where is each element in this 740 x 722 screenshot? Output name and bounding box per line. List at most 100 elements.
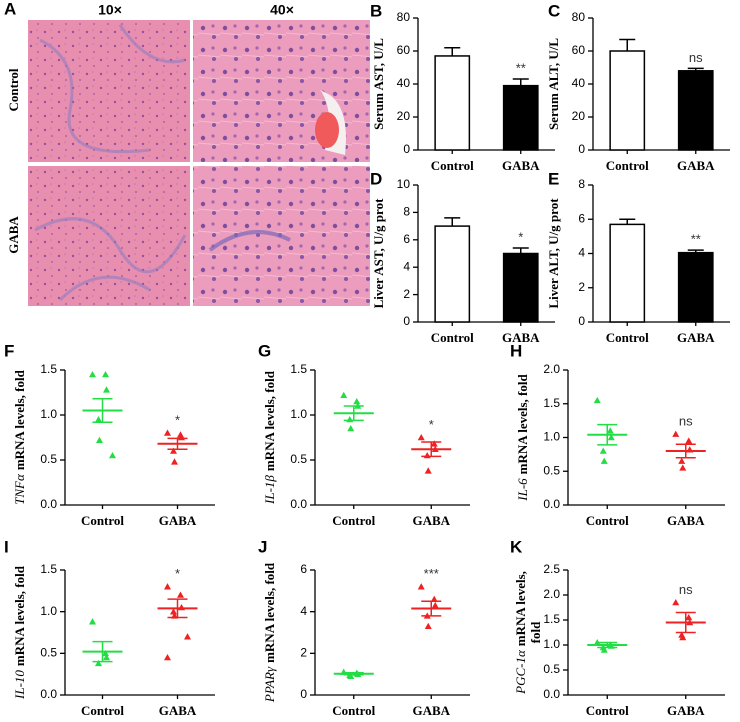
x-tick-label: GABA (667, 703, 705, 718)
x-tick-label: Control (586, 513, 629, 528)
data-point (164, 429, 171, 436)
y-axis-label: Serum AST, U/L (371, 38, 386, 130)
x-tick-label: GABA (159, 703, 197, 718)
data-point (599, 447, 607, 454)
y-tick-label: 0 (578, 142, 585, 156)
x-tick-label: GABA (677, 330, 715, 345)
y-tick-label: 1.0 (40, 604, 57, 618)
data-point (346, 416, 354, 423)
data-point (164, 583, 171, 590)
panel-label: G (258, 341, 271, 360)
y-tick-label: 60 (397, 43, 411, 57)
y-tick-label: 6 (578, 211, 585, 225)
y-tick-label: 80 (397, 10, 411, 24)
x-tick-label: GABA (412, 703, 450, 718)
panel-label: I (4, 537, 9, 556)
data-point (417, 583, 425, 590)
panel-label: J (258, 537, 267, 556)
x-tick-label: GABA (412, 513, 450, 528)
y-tick-label: 1.0 (290, 407, 307, 421)
x-tick-label: GABA (667, 513, 705, 528)
data-point (672, 430, 680, 437)
bar (502, 252, 539, 323)
data-point (102, 649, 109, 657)
y-tick-label: 0 (578, 314, 585, 328)
gene-name: PPARγ (262, 666, 277, 703)
y-tick-label: 0.5 (543, 662, 560, 676)
y-tick-label: 4 (578, 246, 585, 260)
panel-label: A (4, 0, 16, 18)
data-point (178, 604, 185, 611)
histology-image (28, 20, 190, 162)
y-tick-label: 2 (300, 646, 307, 660)
y-tick-label: 0.0 (40, 687, 57, 701)
y-tick-label: 0.5 (40, 646, 57, 660)
y-tick-label: 40 (397, 76, 411, 90)
significance: ns (679, 582, 693, 597)
significance: ns (679, 414, 693, 429)
bar (677, 70, 714, 151)
data-point (593, 396, 601, 404)
data-point (431, 601, 439, 609)
panel-label: B (370, 1, 382, 20)
x-tick-label: Control (81, 703, 124, 718)
y-axis-label: IL-1β mRNA levels, fold (262, 370, 277, 505)
gene-name: IL-10 (12, 670, 27, 700)
y-tick-label: 1.5 (40, 362, 57, 376)
significance: ** (516, 60, 526, 75)
y-tick-label: 0.5 (290, 452, 307, 466)
y-tick-label: 20 (572, 109, 586, 123)
panel-label: F (4, 341, 14, 360)
panel-label: E (548, 169, 559, 188)
data-point (170, 608, 177, 615)
y-axis-label-text: mRNA levels, fold (515, 374, 530, 475)
gene-name: IL-6 (515, 478, 530, 502)
y-tick-label: 2.0 (543, 587, 560, 601)
data-point (672, 599, 680, 606)
y-tick-label: 0.5 (543, 463, 560, 477)
y-axis-label: Liver ALT, U/g prot (546, 198, 561, 309)
data-point (600, 457, 608, 464)
panel-a: A 10× 40× Control GABA (4, 0, 370, 306)
chart-panel: G 0.0 0.5 1.0 1.5 Control GABA IL-1β mRNA levels… (258, 341, 470, 528)
y-axis-label: Liver AST, U/g prot (371, 198, 386, 308)
data-point (103, 386, 110, 393)
y-tick-label: 1.0 (40, 407, 57, 421)
chart-panel: J 0 2 4 6 Control GABA PPARγ mRNA levels, fold **… (258, 537, 470, 718)
data-point (424, 622, 432, 630)
data-point (347, 425, 355, 432)
y-tick-label: 0.0 (290, 497, 307, 511)
bar (609, 50, 646, 151)
data-point (423, 452, 431, 459)
data-point (164, 654, 171, 661)
bar (434, 55, 471, 151)
panel-label: D (370, 169, 382, 188)
data-point (102, 371, 109, 378)
y-tick-label: 80 (572, 10, 586, 24)
y-tick-label: 4 (403, 259, 410, 273)
row-label: GABA (6, 216, 21, 254)
data-point (184, 633, 191, 640)
y-tick-label: 2.0 (543, 362, 560, 376)
column-label: 40× (270, 2, 294, 18)
y-tick-label: 6 (403, 232, 410, 246)
bar (609, 223, 646, 323)
chart-panel: E 0 2 4 6 8 Control GABA Liver ALT, U/g prot ** (546, 169, 730, 345)
gene-name: IL-1β (262, 475, 277, 505)
y-axis-label-text: mRNA levels, (513, 571, 528, 646)
data-point (679, 464, 687, 471)
y-tick-label: 60 (572, 43, 586, 57)
data-point (417, 434, 425, 441)
y-tick-label: 4 (300, 604, 307, 618)
y-tick-label: 8 (403, 205, 410, 219)
x-tick-label: GABA (502, 330, 540, 345)
data-point (170, 447, 177, 454)
x-tick-label: Control (431, 158, 474, 173)
y-axis-label-text: mRNA levels, fold (262, 562, 277, 663)
y-tick-label: 1.5 (543, 612, 560, 626)
chart-panel: B 0 20 40 60 80 Control GABA Serum AST, U/L ** (370, 1, 555, 173)
panel-label: C (548, 1, 560, 20)
significance: ns (689, 50, 703, 65)
x-tick-label: Control (81, 513, 124, 528)
